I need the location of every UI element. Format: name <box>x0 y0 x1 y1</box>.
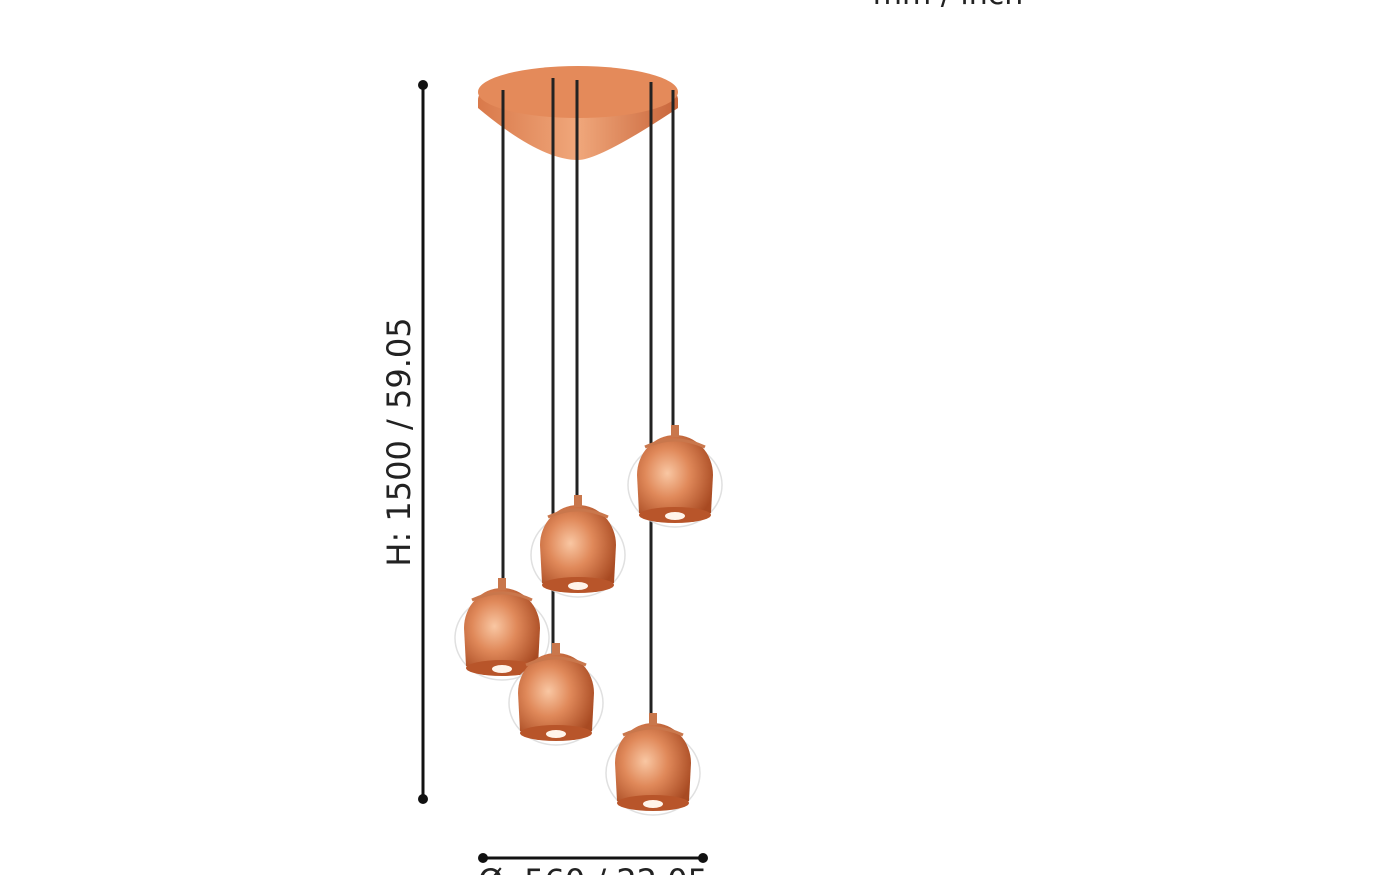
diameter-dimension: Ø: 560 / 22.05 <box>478 853 708 875</box>
pendant-lamp <box>453 66 724 817</box>
height-dimension: H: 1500 / 59.05 <box>380 80 428 804</box>
diameter-label: Ø: 560 / 22.05 <box>478 862 708 875</box>
units-label: mm / inch <box>873 0 1023 12</box>
height-label: H: 1500 / 59.05 <box>380 317 418 566</box>
